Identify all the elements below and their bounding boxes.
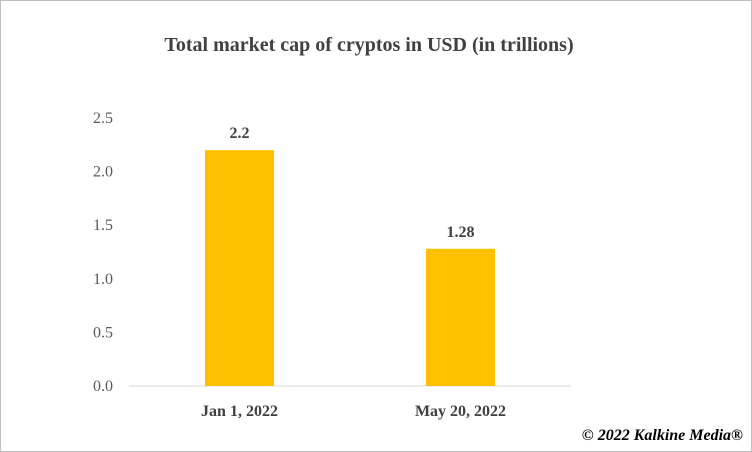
y-tick-label: 0.0 (93, 378, 113, 395)
bar (205, 150, 274, 386)
bars (205, 150, 495, 386)
y-tick-label: 0.5 (93, 324, 113, 341)
bar (426, 248, 495, 386)
copyright-watermark: © 2022 Kalkine Media® (581, 427, 743, 444)
y-tick-label: 2.0 (93, 164, 113, 181)
category-labels: Jan 1, 2022 May 20, 2022 (201, 403, 506, 420)
data-labels: 2.2 1.28 (230, 125, 475, 241)
chart-title: Total market cap of cryptos in USD (in t… (164, 34, 573, 56)
data-label: 2.2 (230, 125, 250, 142)
y-tick-label: 1.5 (93, 217, 113, 234)
category-label: May 20, 2022 (415, 403, 506, 420)
y-tick-label: 2.5 (93, 110, 113, 127)
data-label: 1.28 (447, 224, 475, 241)
y-tick-label: 1.0 (93, 271, 113, 288)
category-label: Jan 1, 2022 (201, 403, 278, 420)
y-axis-ticks: 0.0 0.5 1.0 1.5 2.0 2.5 (93, 110, 113, 395)
